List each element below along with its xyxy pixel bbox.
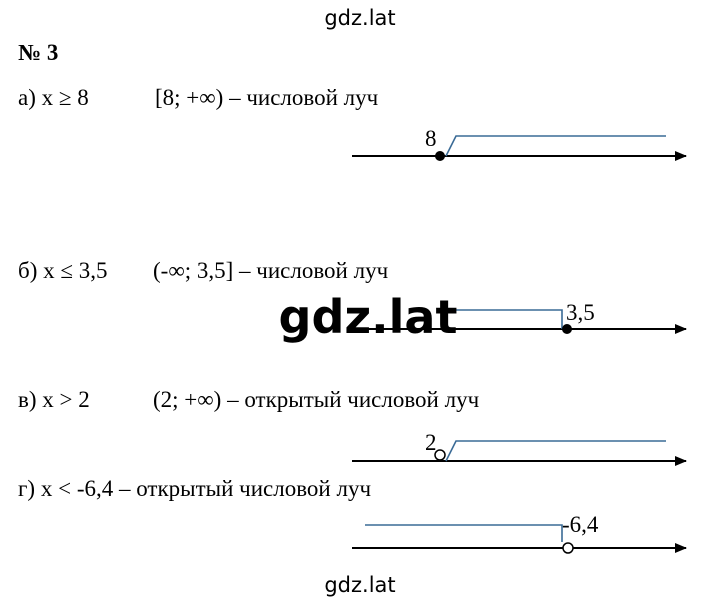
ray: [445, 135, 666, 157]
watermark: gdz.lat: [279, 290, 458, 344]
closed-point: [435, 151, 445, 161]
ray: [365, 524, 563, 542]
condition: а) x ≥ 8: [18, 85, 89, 110]
watermark: gdz.lat: [324, 6, 395, 30]
point-label: -6,4: [562, 512, 599, 537]
open-point: [434, 449, 446, 461]
answer: [8; +∞) – числовой луч: [155, 85, 379, 110]
answer: (2; +∞) – открытый числовой луч: [153, 387, 480, 412]
ray: [445, 440, 666, 462]
open-point: [562, 542, 574, 554]
point-label: 2: [425, 430, 437, 455]
point-label: 8: [425, 126, 437, 151]
watermark: gdz.lat: [324, 573, 395, 597]
task-number: № 3: [18, 40, 58, 65]
point-label: 3,5: [566, 300, 595, 325]
ray: [455, 309, 563, 329]
answer: (-∞; 3,5] – числовой луч: [153, 258, 389, 283]
condition: б) x ≤ 3,5: [18, 258, 107, 283]
condition: г) x < -6,4 – открытый числовой луч: [18, 476, 371, 501]
condition: в) x > 2: [18, 387, 90, 412]
closed-point: [562, 324, 572, 334]
